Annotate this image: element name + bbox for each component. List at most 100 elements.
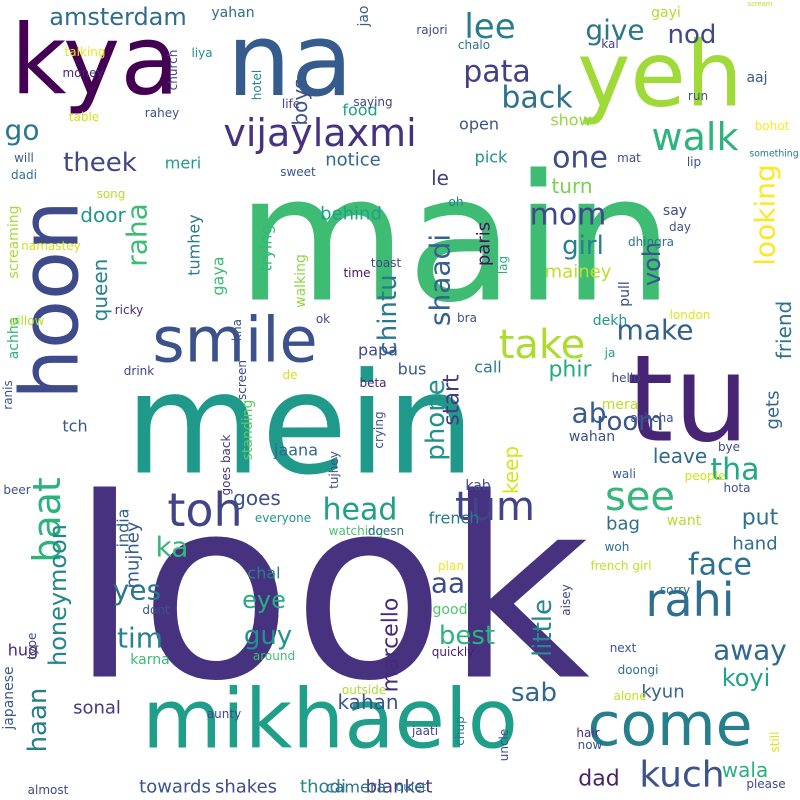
cloud-word: aunty — [207, 707, 241, 721]
cloud-word: tim — [117, 622, 163, 655]
cloud-word: queen — [88, 259, 112, 322]
cloud-word: yes — [113, 574, 161, 607]
cloud-word: day — [669, 220, 691, 234]
cloud-word: voh — [638, 242, 666, 286]
cloud-word: table — [69, 110, 99, 124]
cloud-word: koyi — [722, 664, 771, 692]
cloud-word: phir — [548, 358, 592, 383]
cloud-word: meri — [165, 154, 201, 173]
cloud-word: papa — [358, 341, 398, 360]
cloud-word: hug — [8, 641, 38, 660]
cloud-word: toast — [371, 256, 402, 270]
cloud-word: india — [114, 509, 133, 548]
cloud-word: dekh — [593, 313, 627, 329]
cloud-word: beta — [359, 376, 386, 390]
cloud-word: pull — [617, 281, 633, 307]
cloud-word: doesn — [368, 524, 404, 538]
cloud-word: kyun — [641, 682, 684, 703]
cloud-word: church — [166, 50, 180, 91]
cloud-word: money — [62, 66, 103, 80]
cloud-word: towards — [139, 777, 211, 798]
cloud-word: head — [323, 493, 398, 528]
cloud-word: yeh — [577, 23, 743, 128]
cloud-word: show — [550, 111, 591, 130]
cloud-word: kya — [11, 4, 180, 117]
cloud-word: saying — [353, 95, 392, 109]
cloud-word: french girl — [590, 559, 651, 573]
cloud-word: le — [431, 166, 449, 190]
cloud-word: bye — [718, 440, 740, 454]
cloud-word: pick — [475, 148, 508, 167]
cloud-word: ranis — [1, 380, 15, 409]
cloud-word: honeymoon — [44, 524, 72, 666]
cloud-word: looking — [749, 164, 782, 266]
cloud-word: liya — [191, 46, 212, 60]
cloud-word: hoon — [4, 200, 97, 399]
cloud-word: ab — [572, 397, 607, 430]
cloud-word: lee — [464, 7, 515, 47]
cloud-word: jaana — [273, 441, 318, 460]
cloud-word: take — [499, 322, 586, 368]
cloud-word: blanket — [366, 777, 433, 798]
cloud-word: bohot — [755, 119, 790, 133]
cloud-word: start — [440, 374, 465, 426]
cloud-word: food — [342, 101, 377, 120]
cloud-word: girl — [562, 231, 604, 261]
cloud-word: mom — [530, 198, 607, 233]
cloud-word: talking — [65, 45, 106, 59]
cloud-word: plan — [438, 559, 464, 573]
cloud-word: ja — [604, 346, 616, 360]
cloud-word: bag — [606, 514, 640, 535]
cloud-word: theek — [63, 148, 137, 178]
cloud-word: walking — [293, 254, 309, 308]
cloud-word: gaya — [209, 256, 228, 295]
cloud-word: people — [685, 469, 726, 483]
cloud-word: still — [768, 732, 782, 753]
cloud-word: oh — [449, 195, 464, 209]
cloud-word: see — [605, 474, 675, 520]
cloud-word: life — [282, 97, 300, 111]
cloud-word: haan — [23, 688, 53, 753]
cloud-word: please — [746, 777, 785, 791]
cloud-word: jaati — [411, 724, 438, 738]
cloud-word: chalo — [458, 38, 490, 52]
cloud-word: look — [70, 445, 590, 736]
cloud-word: drink — [124, 364, 154, 378]
cloud-word: marcello — [379, 598, 404, 693]
cloud-word: outside — [342, 683, 386, 697]
cloud-word: watching — [329, 524, 384, 538]
cloud-word: good — [433, 602, 468, 618]
cloud-word: everyone — [255, 511, 311, 525]
cloud-word: mujhey — [123, 521, 144, 588]
cloud-word: crying — [372, 411, 386, 448]
cloud-word: make — [617, 314, 694, 347]
cloud-word: dont — [142, 603, 170, 617]
cloud-word: put — [742, 506, 779, 531]
cloud-word: sab — [511, 678, 557, 708]
cloud-word: alone — [613, 689, 646, 703]
cloud-word: shakes — [215, 777, 277, 798]
cloud-word: hair — [576, 726, 599, 740]
cloud-word: mera — [602, 397, 639, 413]
cloud-word: go — [5, 114, 40, 147]
cloud-word: open — [459, 115, 499, 134]
cloud-word: namastey — [21, 239, 80, 253]
cloud-word: de — [283, 368, 298, 382]
cloud-word: almost — [28, 783, 69, 797]
cloud-word: walk — [652, 115, 739, 159]
cloud-word: tu — [626, 331, 749, 470]
cloud-word: trying — [257, 224, 276, 271]
cloud-word: bus — [398, 360, 427, 379]
cloud-word: sonal — [73, 698, 121, 719]
cloud-word: one — [552, 141, 608, 176]
cloud-word: phone — [421, 379, 451, 460]
cloud-word: behind — [320, 204, 382, 225]
cloud-word: sorry — [660, 583, 690, 597]
cloud-word: ka — [156, 531, 189, 564]
cloud-word: mikhaelo — [142, 673, 518, 768]
cloud-word: shaadi — [424, 234, 457, 326]
cloud-word: time — [343, 266, 370, 280]
cloud-word: amsterdam — [49, 3, 187, 31]
cloud-word: wala — [722, 758, 768, 782]
